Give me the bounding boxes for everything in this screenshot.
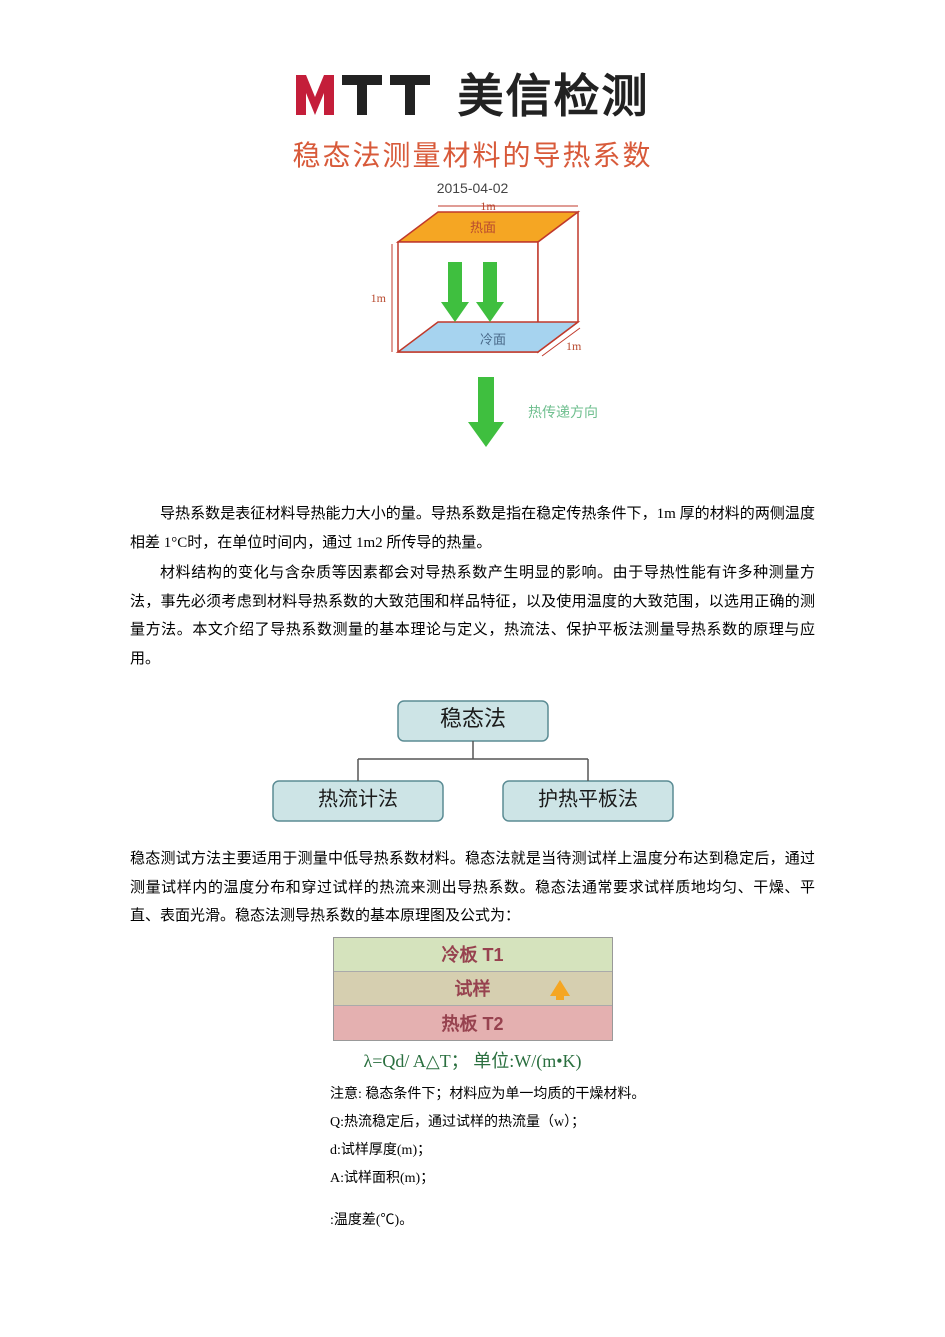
brand-name: 美信检测 bbox=[458, 60, 650, 126]
hot-face-label: 热面 bbox=[469, 220, 495, 235]
cube-diagram: 1m 1m 1m 热面 冷面 热传递方向 bbox=[130, 202, 815, 482]
def-q: Q:热流稳定后，通过试样的热流量（w）； bbox=[330, 1109, 815, 1137]
definition-list: 注意: 稳态条件下；材料应为单一均质的干燥材料。 Q:热流稳定后，通过试样的热流… bbox=[330, 1081, 815, 1235]
direction-arrow-icon bbox=[468, 377, 504, 447]
formula-text: λ=Qd/ A△T； 单位:W/(m•K) bbox=[130, 1047, 815, 1073]
flow-child-2: 护热平板法 bbox=[538, 788, 638, 811]
page-date: 2015-04-02 bbox=[130, 180, 815, 196]
dim-left: 1m bbox=[370, 291, 386, 305]
logo-block: 美信检测 bbox=[130, 60, 815, 126]
cube-svg: 1m 1m 1m 热面 冷面 热传递方向 bbox=[328, 202, 618, 482]
intro-paragraph-2: 材料结构的变化与含杂质等因素都会对导热系数产生明显的影响。由于导热性能有许多种测… bbox=[130, 559, 815, 673]
def-a: A:试样面积(m)； bbox=[330, 1165, 815, 1193]
def-dt: :温度差(℃)。 bbox=[330, 1207, 815, 1235]
flow-root: 稳态法 bbox=[439, 706, 505, 731]
sample-label: 试样 bbox=[455, 975, 491, 1001]
flow-chart: 稳态法 热流计法 护热平板法 bbox=[130, 697, 815, 827]
sample-row: 试样 bbox=[334, 972, 612, 1006]
dim-right: 1m bbox=[566, 339, 582, 353]
cold-face-label: 冷面 bbox=[479, 332, 505, 347]
flow-child-1: 热流计法 bbox=[318, 788, 398, 811]
cold-plate-row: 冷板 T1 bbox=[334, 938, 612, 972]
dim-top: 1m bbox=[480, 202, 496, 213]
def-note: 注意: 稳态条件下；材料应为单一均质的干燥材料。 bbox=[330, 1081, 815, 1109]
method-paragraph: 稳态测试方法主要适用于测量中低导热系数材料。稳态法就是当待测试样上温度分布达到稳… bbox=[130, 845, 815, 931]
intro-paragraph-1: 导热系数是表征材料导热能力大小的量。导热系数是指在稳定传热条件下，1m 厚的材料… bbox=[130, 500, 815, 557]
stack-diagram: 冷板 T1 试样 热板 T2 bbox=[130, 937, 815, 1041]
mtt-logo-icon bbox=[296, 69, 446, 117]
hot-plate-row: 热板 T2 bbox=[334, 1006, 612, 1040]
page-title: 稳态法测量材料的导热系数 bbox=[130, 134, 815, 174]
up-arrow-stem bbox=[556, 990, 564, 1000]
direction-label: 热传递方向 bbox=[528, 405, 598, 421]
def-d: d:试样厚度(m)； bbox=[330, 1137, 815, 1165]
